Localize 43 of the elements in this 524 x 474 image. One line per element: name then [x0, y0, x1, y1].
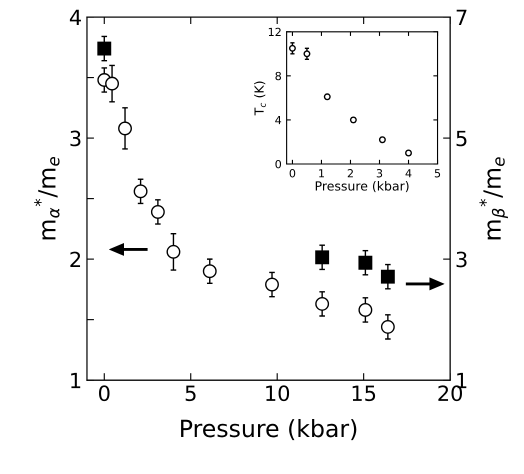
- x-tick-label: 5: [186, 386, 196, 402]
- y-tick-label: 8: [275, 72, 282, 80]
- y-tick-label: 4: [70, 10, 81, 25]
- y-axis-title: T$_{c}$ (K): [254, 82, 266, 116]
- y-tick-label: 4: [275, 116, 282, 124]
- point: [105, 76, 119, 91]
- point: [202, 264, 217, 278]
- x-tick-label: 2: [348, 169, 353, 178]
- x-tick-label: 0: [290, 169, 296, 178]
- y-tick-label: 3: [70, 130, 80, 146]
- point: [150, 204, 165, 219]
- y-tick-label: 1: [71, 372, 80, 388]
- y2-tick-label: 7: [456, 10, 466, 25]
- x-tick-label: 4: [406, 169, 412, 178]
- point: [380, 270, 395, 284]
- x-axis-title: Pressure (kbar): [181, 419, 356, 440]
- x-tick-label: 1: [319, 169, 324, 178]
- point: [315, 250, 330, 264]
- point: [97, 42, 112, 56]
- x-tick-label: 0: [99, 385, 110, 402]
- y2-axis-title: m$_{β}$$^{*}$/m$_{e}$: [479, 157, 508, 240]
- point: [380, 320, 395, 334]
- point: [265, 278, 279, 292]
- point: [358, 256, 372, 270]
- point: [134, 184, 148, 198]
- x-axis-title: Pressure (kbar): [316, 181, 409, 192]
- y-axis-title: m$_{α}$$^{*}$/m$_{e}$: [34, 157, 60, 240]
- y2-tick-label: 3: [456, 252, 467, 268]
- y-tick-label: 0: [275, 160, 282, 168]
- point: [166, 244, 180, 259]
- y-tick-label: 2: [70, 252, 80, 268]
- y2-tick-label: 5: [456, 130, 466, 146]
- point: [303, 50, 310, 58]
- x-tick-label: 10: [266, 385, 290, 402]
- x-tick-label: 15: [352, 386, 376, 402]
- x-tick-label: 3: [376, 169, 382, 178]
- point: [315, 296, 330, 311]
- point: [350, 116, 357, 124]
- point: [358, 303, 372, 317]
- point: [288, 44, 296, 52]
- y-tick-label: 12: [268, 28, 281, 36]
- point: [118, 121, 132, 136]
- x-tick-label: 5: [434, 169, 440, 178]
